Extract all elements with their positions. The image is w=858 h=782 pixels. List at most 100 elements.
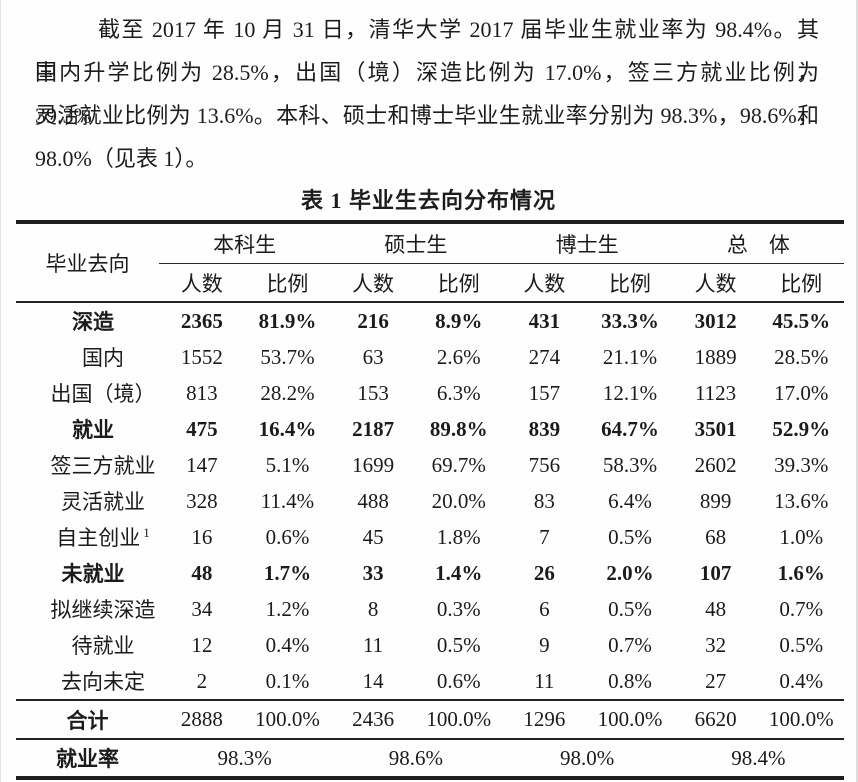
cell: 2.6%: [436, 344, 481, 369]
cell: 16: [191, 524, 213, 549]
cell: 274: [528, 344, 561, 369]
cell: 756: [528, 452, 561, 477]
table-title: 表 1 毕业生去向分布情况: [300, 188, 556, 213]
table-row: 拟继续深造 34 1.2% 8 0.3% 6 0.5% 48 0.7%: [16, 591, 844, 627]
sub-header-ratio: 比例: [758, 263, 844, 303]
cell: 431: [528, 308, 561, 333]
cell: 6.3%: [436, 380, 481, 405]
table-row: 出国（境） 813 28.2% 153 6.3% 157 12.1% 1123 …: [16, 375, 844, 411]
cell: 28.2%: [260, 380, 315, 405]
cell: 98.6%: [330, 738, 502, 778]
cell: 0.8%: [608, 668, 652, 693]
cell: 11: [534, 668, 555, 693]
cell: 0.7%: [608, 632, 652, 657]
cell: 328: [186, 488, 218, 513]
cell: 98.3%: [159, 738, 331, 778]
paragraph-line: 98.0%（见表 1）。: [35, 146, 208, 171]
cell: 13.6%: [774, 488, 829, 513]
row-label: 深造: [72, 310, 114, 334]
cell: 100.0%: [415, 699, 502, 739]
row-label: 待就业: [71, 634, 135, 658]
sub-header-ratio: 比例: [244, 263, 331, 303]
cell: 0.5%: [608, 596, 652, 621]
row-label: 自主创业 1: [56, 525, 150, 550]
intro-paragraph: 截至 2017 年 10 月 31 日，清华大学 2017 届毕业生就业率为 9…: [35, 8, 819, 180]
cell: 0.5%: [436, 632, 481, 657]
cell: 216: [357, 308, 389, 333]
cell: 12.1%: [602, 380, 658, 405]
cell: 64.7%: [601, 416, 659, 441]
cell: 20.0%: [431, 488, 486, 513]
cell: 1552: [180, 344, 223, 369]
table-row: 灵活就业 328 11.4% 488 20.0% 83 6.4% 899 13.…: [16, 483, 844, 519]
sub-header-count: 人数: [159, 263, 245, 303]
cell: 100.0%: [587, 699, 673, 739]
cell: 1.7%: [263, 560, 312, 585]
cell: 2187: [352, 416, 395, 441]
cell: 6: [539, 596, 550, 621]
graduate-destination-table: 毕业去向 本科生 硕士生 博士生 总 体 人数 比例 人数 比例 人数 比例 人…: [16, 220, 844, 780]
cell: 48: [191, 560, 213, 585]
cell: 9: [539, 632, 550, 657]
cell: 147: [186, 452, 218, 477]
cell: 89.8%: [429, 416, 488, 441]
row-label: 就业率: [16, 738, 159, 778]
cell: 1.8%: [436, 524, 481, 549]
row-label: 拟继续深造: [50, 598, 156, 622]
cell: 45.5%: [772, 308, 831, 333]
table-row: 国内 1552 53.7% 63 2.6% 274 21.1% 1889 28.…: [16, 339, 844, 375]
row-label: 出国（境）: [50, 382, 156, 406]
cell: 7: [539, 524, 550, 549]
cell: 157: [528, 380, 561, 405]
cell: 33: [362, 560, 384, 585]
cell: 1123: [694, 380, 737, 405]
cell: 0.6%: [436, 668, 481, 693]
cell: 53.7%: [260, 344, 315, 369]
cell: 1889: [694, 344, 737, 369]
cell: 1296: [501, 699, 588, 739]
sub-header-ratio: 比例: [587, 263, 673, 303]
cell: 0.7%: [779, 596, 824, 621]
cell: 5.1%: [265, 452, 310, 477]
cell: 32: [705, 632, 727, 657]
cell: 8: [367, 596, 379, 621]
cell: 1.2%: [265, 596, 310, 621]
corner-header: 毕业去向: [16, 222, 159, 303]
table-row: 待就业 12 0.4% 11 0.5% 9 0.7% 32 0.5%: [16, 627, 844, 663]
cell: 1.6%: [777, 560, 825, 585]
table-row: 自主创业 1 16 0.6% 45 1.8% 7 0.5% 68 1.0%: [16, 519, 844, 555]
cell: 27: [705, 668, 727, 693]
cell: 0.4%: [779, 668, 824, 693]
row-label: 去向未定: [61, 670, 145, 694]
cell: 28.5%: [774, 344, 829, 369]
cell: 11.4%: [260, 488, 315, 513]
cell: 26: [533, 560, 555, 585]
sub-header-count: 人数: [330, 263, 416, 303]
cell: 2365: [180, 308, 223, 333]
cell: 63: [362, 344, 384, 369]
cell: 2602: [694, 452, 737, 477]
cell: 100.0%: [244, 699, 331, 739]
cell: 107: [699, 560, 732, 585]
cell: 52.9%: [772, 416, 831, 441]
cell: 1.0%: [779, 524, 824, 549]
cell: 34: [191, 596, 213, 621]
cell: 8.9%: [435, 308, 483, 333]
group-header-doctor: 博士生: [501, 222, 673, 264]
cell: 98.0%: [501, 738, 673, 778]
cell: 899: [699, 488, 732, 513]
cell: 45: [362, 524, 384, 549]
cell: 2: [196, 668, 208, 693]
table-row: 签三方就业 147 5.1% 1699 69.7% 756 58.3% 2602…: [16, 447, 844, 483]
cell: 14: [362, 668, 384, 693]
cell: 1699: [352, 452, 395, 477]
table-row: 未就业 48 1.7% 33 1.4% 26 2.0% 107 1.6%: [16, 555, 844, 591]
table-row: 去向未定 2 0.1% 14 0.6% 11 0.8% 27 0.4%: [16, 663, 844, 700]
cell: 813: [186, 380, 218, 405]
cell: 98.4%: [672, 738, 844, 778]
row-label: 就业: [72, 418, 114, 442]
cell: 69.7%: [431, 452, 486, 477]
cell: 3012: [694, 308, 737, 333]
cell: 0.5%: [608, 524, 652, 549]
